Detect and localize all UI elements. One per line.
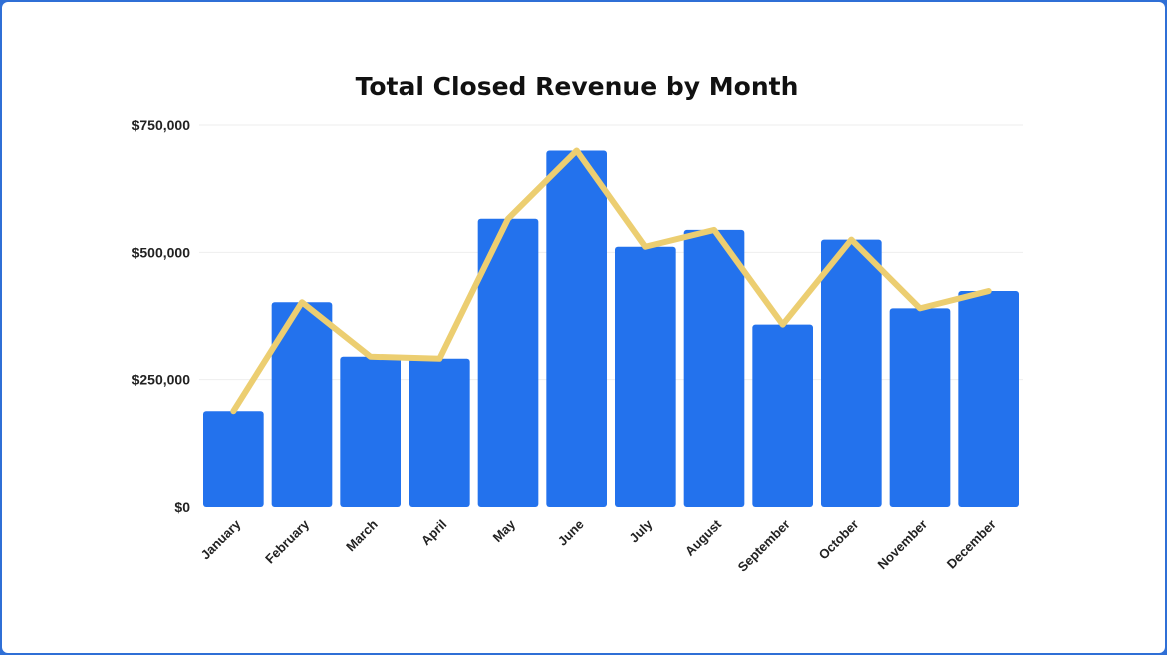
bar (821, 239, 882, 507)
x-tick-label: January (198, 516, 244, 562)
gridlines (199, 124, 1023, 381)
bar (271, 302, 333, 507)
x-tick-label: November (875, 517, 931, 573)
chart-title: Total Closed Revenue by Month (355, 72, 799, 101)
bar (889, 308, 951, 507)
line-series (230, 147, 992, 415)
x-tick-label: May (490, 516, 519, 545)
bar (409, 358, 470, 507)
bar (477, 218, 539, 507)
bar (752, 324, 813, 507)
x-tick-label: December (944, 517, 999, 572)
bar (615, 246, 676, 508)
bar (203, 411, 264, 507)
x-tick-label: September (735, 517, 793, 575)
y-tick-label: $500,000 (132, 244, 191, 260)
y-axis: $0 $250,000 $500,000 $750,000 (132, 117, 191, 515)
y-tick-label: $0 (174, 499, 190, 515)
y-tick-label: $750,000 (132, 117, 191, 133)
x-tick-label: August (682, 516, 725, 559)
x-tick-label: October (816, 517, 862, 563)
y-tick-label: $250,000 (132, 372, 191, 388)
bar (958, 291, 1019, 507)
bar-series (203, 150, 1019, 508)
x-tick-label: June (555, 517, 587, 549)
bar (340, 356, 401, 507)
x-tick-label: July (626, 516, 656, 546)
x-tick-label: March (343, 516, 381, 554)
bar (683, 229, 745, 507)
bar (546, 150, 607, 507)
x-tick-label: April (418, 517, 450, 549)
x-axis: January February March April May June July Augu… (198, 516, 999, 575)
trend-line (230, 147, 992, 415)
x-tick-label: February (262, 516, 312, 566)
